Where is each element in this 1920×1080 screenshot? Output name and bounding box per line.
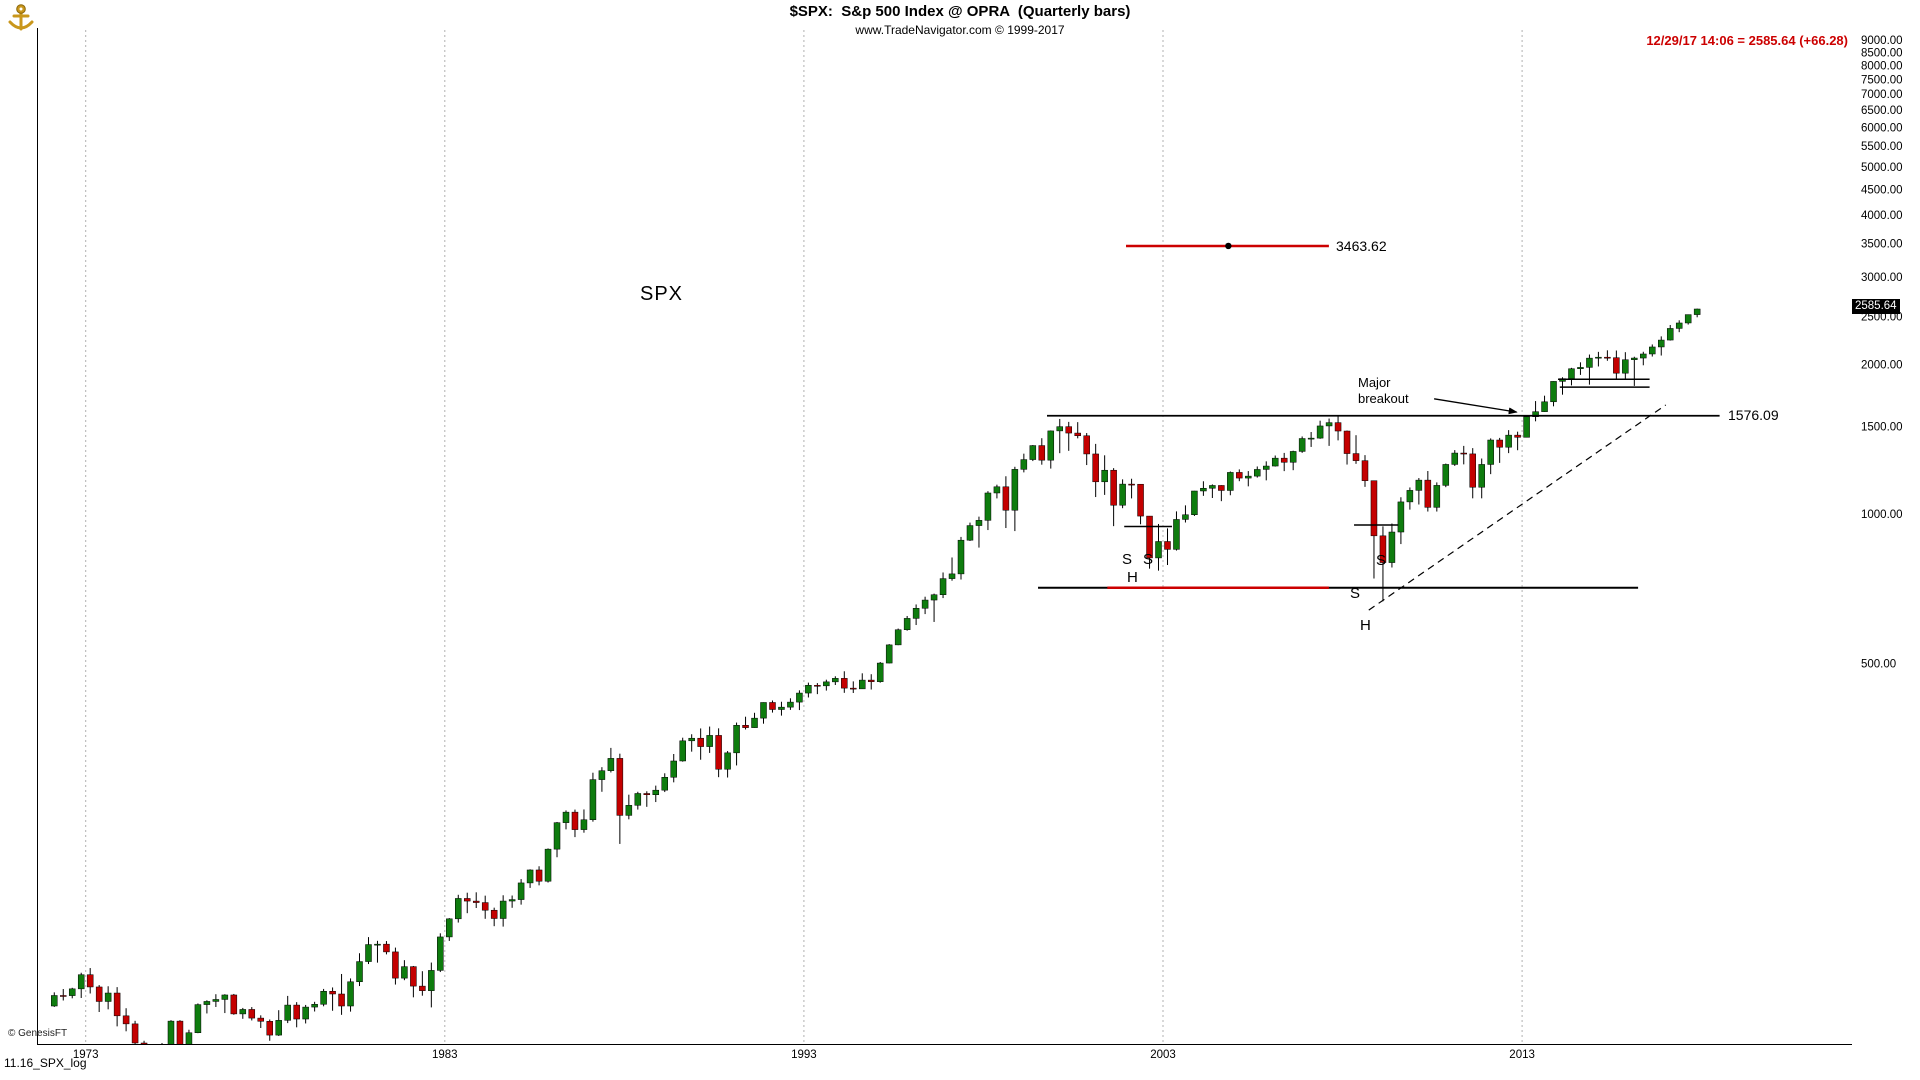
y-tick-1000.00: 1000.00 (1861, 509, 1903, 521)
y-tick-500.00: 500.00 (1861, 658, 1896, 670)
y-tick-5000.00: 5000.00 (1861, 162, 1903, 174)
y-tick-6500.00: 6500.00 (1861, 105, 1903, 117)
y-tick-8500.00: 8500.00 (1861, 47, 1903, 59)
hs-2002-left-shoulder-label: S (1122, 551, 1133, 568)
y-tick-2500.00: 2500.00 (1861, 311, 1903, 323)
y-tick-1500.00: 1500.00 (1861, 421, 1903, 433)
y-tick-9000.00: 9000.00 (1861, 35, 1903, 47)
quarterly-candles (51, 308, 1701, 1044)
chart-title: $SPX: S&p 500 Index @ OPRA (Quarterly ba… (789, 3, 1131, 20)
x-tick-1973: 1973 (73, 1049, 99, 1061)
x-tick-2013: 2013 (1509, 1049, 1535, 1061)
y-tick-3500.00: 3500.00 (1861, 239, 1903, 251)
last-price-badge: 2585.64 (1852, 299, 1900, 314)
tradenavigator-logo-icon (8, 4, 34, 31)
dashed-trendline (1368, 404, 1667, 611)
hs-2002-head-label: H (1127, 569, 1138, 586)
y-tick-8000.00: 8000.00 (1861, 60, 1903, 72)
resistance-price-label: 1576.09 (1728, 407, 1779, 423)
last-quote-text: 12/29/17 14:06 = 2585.64 (+66.28) (1646, 33, 1848, 48)
hs-2009-head-label: H (1360, 617, 1371, 634)
major-breakout-annotation: Major breakout (1358, 375, 1409, 406)
projection-price-label: 3463.62 (1336, 238, 1387, 254)
y-tick-4500.00: 4500.00 (1861, 184, 1903, 196)
chart-file-id: 11.16_SPX_log (4, 1056, 87, 1070)
y-tick-2000.00: 2000.00 (1861, 359, 1903, 371)
hs-2002-right-shoulder-label: S (1143, 551, 1154, 568)
x-tick-1983: 1983 (432, 1049, 458, 1061)
provider-subtitle: www.TradeNavigator.com © 1999-2017 (855, 23, 1065, 37)
y-tick-3000.00: 3000.00 (1861, 272, 1903, 284)
x-tick-1993: 1993 (791, 1049, 817, 1061)
breakout-arrow (1434, 398, 1518, 415)
symbol-annotation: SPX (640, 283, 684, 305)
y-tick-6000.00: 6000.00 (1861, 122, 1903, 134)
y-tick-7500.00: 7500.00 (1861, 74, 1903, 86)
x-tick-2003: 2003 (1150, 1049, 1176, 1061)
y-tick-4000.00: 4000.00 (1861, 210, 1903, 222)
projection-dot (1225, 242, 1232, 250)
hs-2009-right-shoulder-label: S (1376, 552, 1387, 569)
hs-2009-left-shoulder-label: S (1350, 585, 1361, 602)
y-tick-5500.00: 5500.00 (1861, 141, 1903, 153)
genesis-copyright: © GenesisFT (8, 1028, 68, 1039)
y-tick-7000.00: 7000.00 (1861, 89, 1903, 101)
x-gridlines: 1973 1983 1993 2003 2013 (73, 30, 1535, 1061)
